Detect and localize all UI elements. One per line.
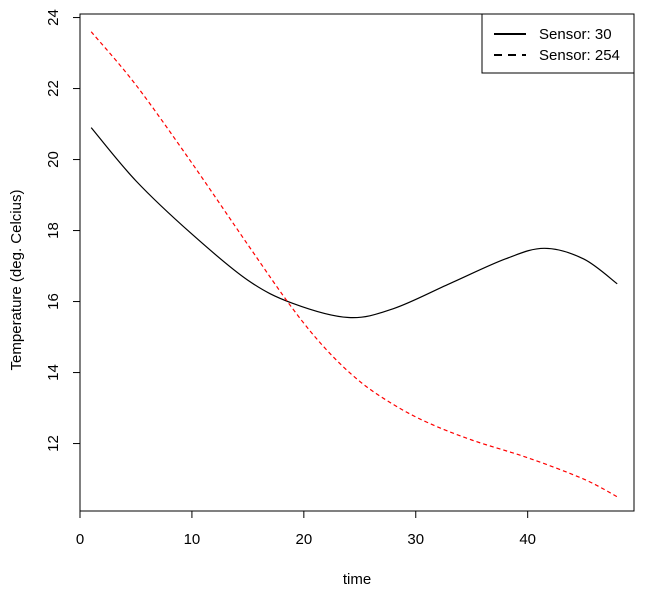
y-tick-label: 22	[45, 80, 62, 97]
legend-label-sensor-30: Sensor: 30	[539, 26, 612, 43]
x-tick-label: 0	[76, 531, 84, 548]
x-tick-label: 10	[184, 531, 201, 548]
y-tick-label: 24	[45, 9, 62, 26]
x-axis: 0 10 20 30 40	[76, 510, 536, 548]
y-axis: 12 14 16 18 20 22 24	[45, 9, 81, 452]
x-tick-label: 20	[295, 531, 312, 548]
y-axis-title: Temperature (deg. Celcius)	[8, 190, 25, 371]
x-tick-label: 30	[407, 531, 424, 548]
legend: Sensor: 30 Sensor: 254	[481, 13, 635, 74]
legend-label-sensor-254: Sensor: 254	[539, 47, 620, 64]
y-tick-label: 18	[45, 222, 62, 239]
legend-box	[481, 13, 635, 74]
y-tick-label: 14	[45, 364, 62, 381]
series-layer	[90, 31, 618, 498]
series-line-sensor-30	[90, 127, 618, 319]
y-tick-label: 16	[45, 293, 62, 310]
y-tick-label: 20	[45, 151, 62, 168]
y-tick-label: 12	[45, 435, 62, 452]
x-tick-label: 40	[519, 531, 536, 548]
plot-frame	[79, 13, 635, 512]
series-line-sensor-254	[90, 31, 618, 498]
x-axis-title: time	[343, 571, 371, 588]
